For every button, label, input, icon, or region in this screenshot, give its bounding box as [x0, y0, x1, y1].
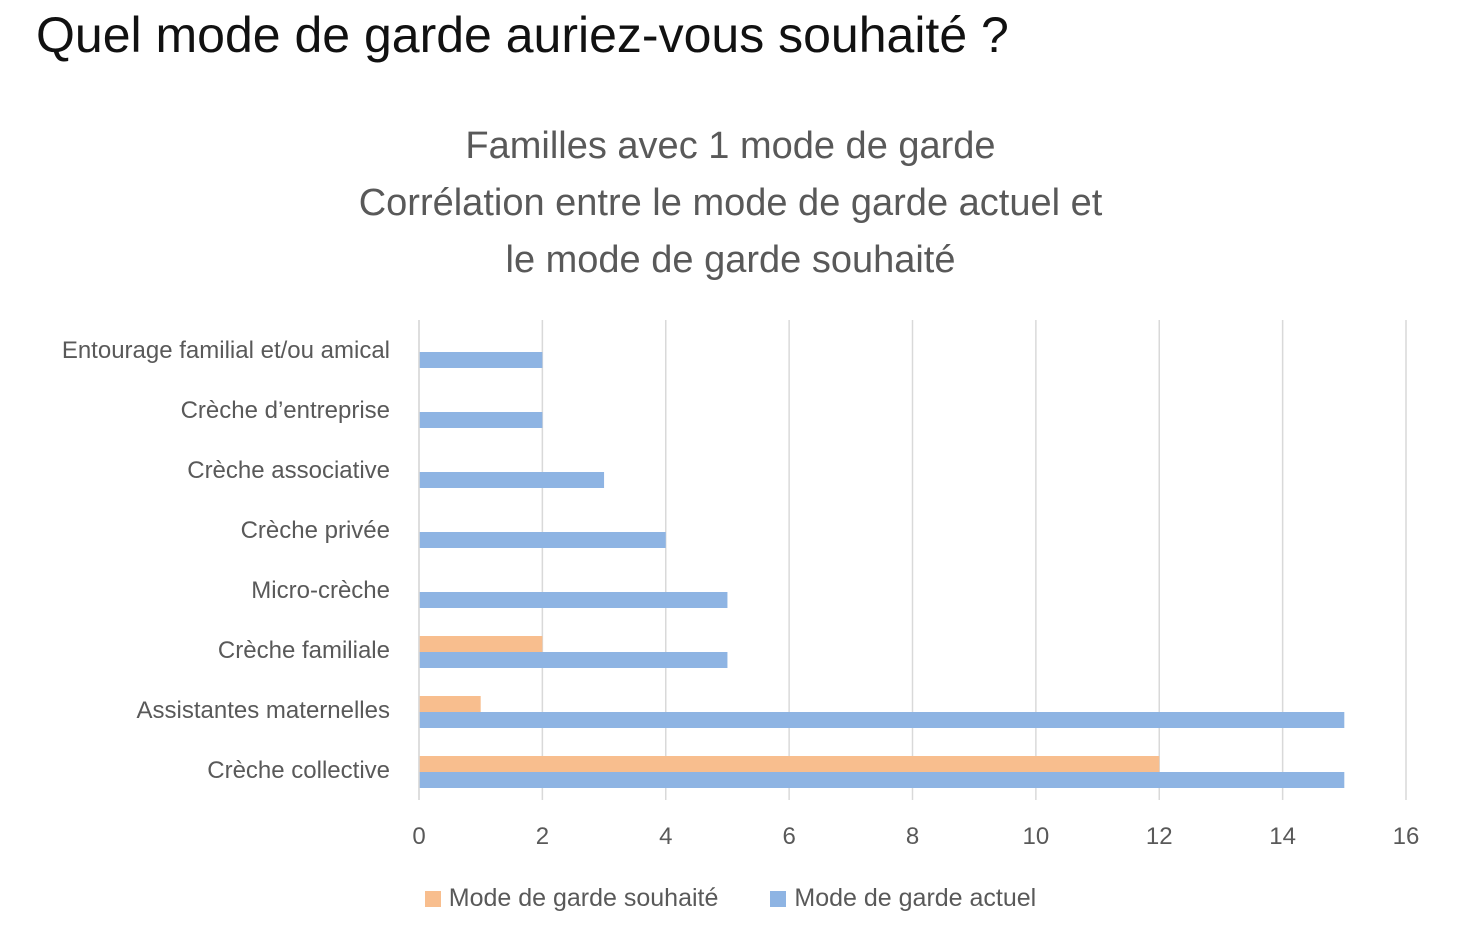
bar-actuel	[419, 772, 1345, 788]
chart-title-line-3: le mode de garde souhaité	[505, 239, 956, 281]
bar-souhaite	[419, 636, 543, 652]
x-tick-label: 2	[536, 823, 549, 850]
x-tick-label: 6	[782, 823, 795, 850]
legend-swatch-actuel	[770, 890, 787, 907]
category-label: Crèche collective	[207, 757, 390, 784]
page-title: Quel mode de garde auriez-vous souhaité …	[36, 7, 1009, 63]
chart-title-line-1: Familles avec 1 mode de garde	[465, 125, 996, 167]
bar-actuel	[419, 472, 605, 488]
bar-souhaite	[419, 696, 481, 712]
bar-actuel	[419, 532, 666, 548]
legend-swatch-souhaite	[424, 890, 441, 907]
x-tick-label: 12	[1146, 823, 1173, 850]
x-tick-label: 10	[1023, 823, 1050, 850]
category-label: Crèche privée	[241, 517, 390, 544]
bar-actuel	[419, 652, 728, 668]
category-label: Assistantes maternelles	[137, 697, 390, 724]
category-label: Crèche familiale	[218, 637, 390, 664]
legend-item-actuel: Mode de garde actuel	[770, 884, 1036, 913]
bar-actuel	[419, 592, 728, 608]
category-label: Micro-crèche	[251, 577, 390, 604]
legend-label-actuel: Mode de garde actuel	[794, 884, 1037, 912]
x-tick-label: 14	[1269, 823, 1296, 850]
category-label: Entourage familial et/ou amical	[62, 337, 390, 364]
chart-title-line-2: Corrélation entre le mode de garde actue…	[358, 182, 1103, 224]
x-tick-label: 8	[906, 823, 919, 850]
legend-item-souhaite: Mode de garde souhaité	[424, 884, 719, 913]
bar-souhaite	[419, 756, 1160, 772]
x-tick-label: 4	[659, 823, 672, 850]
bar-actuel	[419, 712, 1345, 728]
chart-legend: Mode de garde souhaité Mode de garde act…	[0, 884, 1461, 913]
category-label: Crèche associative	[187, 457, 390, 484]
x-tick-label: 16	[1393, 823, 1420, 850]
chart-title: Familles avec 1 mode de garde Corrélatio…	[0, 118, 1461, 289]
x-tick-label: 0	[412, 823, 425, 850]
bar-actuel	[419, 412, 543, 428]
bar-actuel	[419, 352, 543, 368]
legend-label-souhaite: Mode de garde souhaité	[448, 884, 719, 912]
category-label: Crèche d’entreprise	[181, 397, 390, 424]
